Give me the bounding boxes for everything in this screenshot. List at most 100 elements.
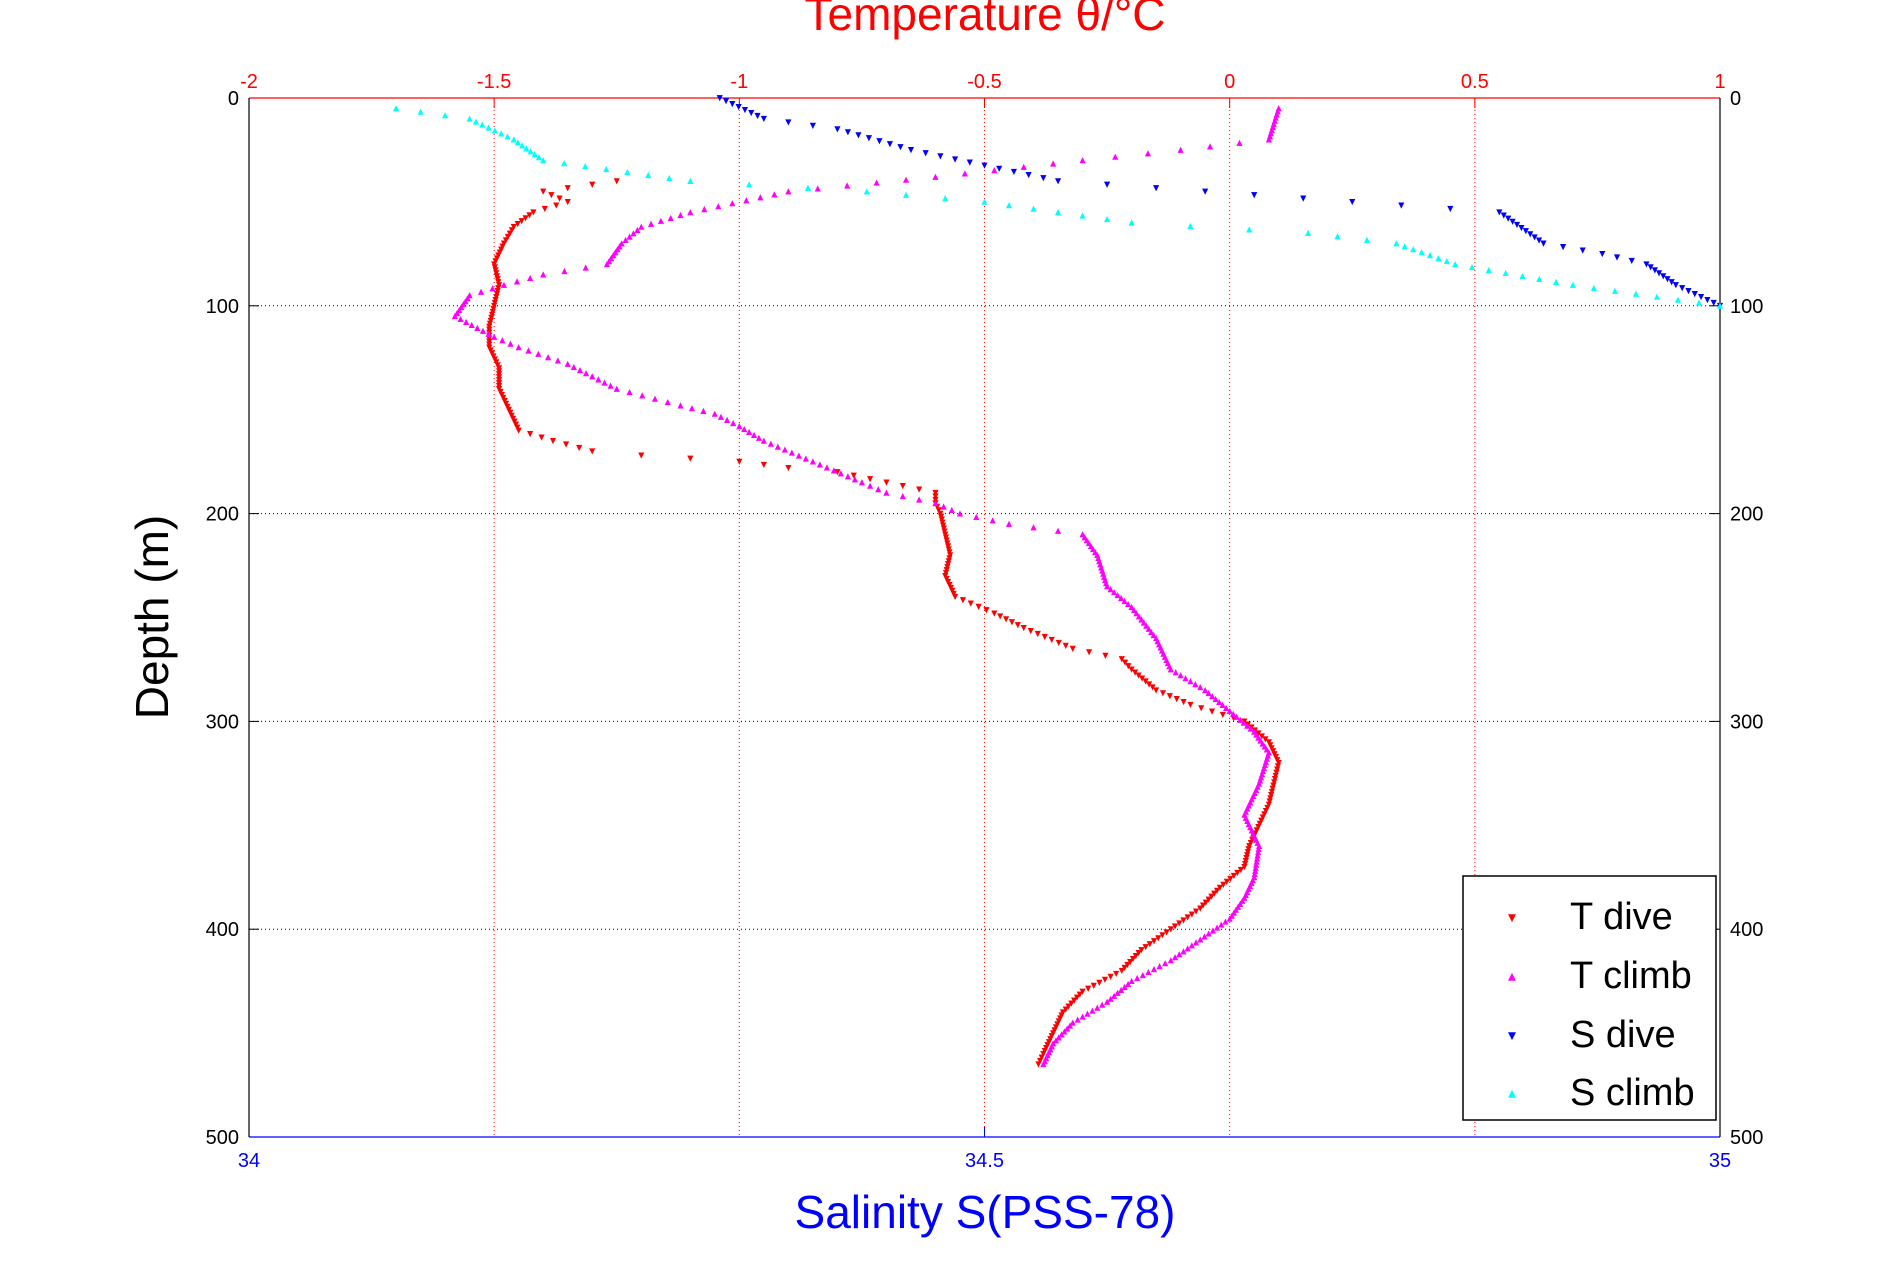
- data-point: [1244, 852, 1251, 859]
- data-point: [1209, 692, 1216, 700]
- data-point: [760, 115, 767, 123]
- data-point: [1085, 985, 1092, 992]
- data-point: [1205, 689, 1212, 697]
- data-point: [493, 293, 500, 301]
- data-point: [1034, 630, 1041, 638]
- data-point: [1153, 185, 1160, 192]
- data-point: [1057, 1015, 1064, 1022]
- data-point: [498, 130, 505, 137]
- data-point: [886, 141, 894, 148]
- data-point: [1674, 296, 1682, 303]
- data-point: [486, 341, 493, 348]
- data-point: [1177, 672, 1184, 679]
- data-point: [942, 573, 949, 580]
- data-point: [1262, 736, 1269, 743]
- data-point: [991, 167, 998, 174]
- data-point: [950, 590, 957, 598]
- data-point: [495, 282, 503, 289]
- data-point: [1273, 769, 1280, 776]
- data-point: [1447, 205, 1454, 213]
- data-point: [1051, 1027, 1058, 1034]
- data-point: [1089, 545, 1097, 553]
- data-point: [463, 318, 470, 326]
- right-tick-label: 200: [1730, 504, 1763, 526]
- data-point: [1393, 240, 1400, 247]
- data-point: [1055, 639, 1062, 647]
- data-point: [1540, 240, 1547, 247]
- data-point: [538, 434, 545, 441]
- left-tick-label: 0: [228, 88, 239, 110]
- data-point: [511, 418, 518, 425]
- data-point: [501, 397, 508, 405]
- data-point: [1114, 989, 1121, 996]
- data-point: [951, 156, 959, 163]
- data-point: [1118, 986, 1125, 993]
- data-point: [932, 493, 939, 500]
- data-point: [1187, 701, 1194, 709]
- data-point: [1691, 291, 1698, 298]
- data-point: [804, 184, 812, 191]
- data-point: [1579, 247, 1586, 254]
- data-point: [1263, 746, 1270, 753]
- data-point: [1167, 957, 1174, 964]
- data-point: [1220, 881, 1227, 888]
- data-point: [589, 181, 596, 188]
- data-point: [1241, 860, 1249, 868]
- data-point: [1139, 675, 1146, 682]
- data-point: [499, 243, 506, 250]
- data-point: [1182, 675, 1189, 682]
- data-point: [1209, 927, 1216, 934]
- data-point: [966, 159, 973, 166]
- data-point: [1092, 548, 1099, 556]
- data-point: [1084, 1010, 1091, 1017]
- legend-label-s-climb: S climb: [1570, 1072, 1695, 1114]
- data-point: [1040, 1050, 1047, 1058]
- data-point: [1212, 695, 1219, 703]
- data-point: [1255, 823, 1262, 831]
- data-point: [494, 288, 501, 295]
- data-point: [1245, 846, 1252, 853]
- data-point: [1076, 991, 1083, 998]
- data-point: [603, 260, 611, 268]
- data-point: [651, 395, 659, 402]
- data-point: [556, 195, 563, 202]
- left-tick-label: 100: [206, 296, 239, 318]
- data-point: [479, 121, 486, 128]
- data-point: [1664, 276, 1671, 283]
- data-point: [981, 198, 988, 205]
- data-point: [947, 552, 954, 559]
- data-point: [1130, 606, 1138, 614]
- data-point: [942, 195, 949, 202]
- data-point: [771, 191, 778, 198]
- bottom-tick-label: 34.5: [965, 1150, 1004, 1172]
- data-point: [959, 597, 967, 604]
- data-point: [863, 188, 870, 195]
- data-point: [944, 561, 952, 568]
- data-point: [508, 227, 515, 234]
- data-point: [1213, 887, 1221, 894]
- data-point: [1047, 1036, 1054, 1043]
- data-point: [1142, 944, 1149, 951]
- data-point: [1274, 766, 1281, 773]
- data-point: [1261, 811, 1268, 818]
- data-point: [1146, 941, 1153, 948]
- data-point: [1071, 997, 1078, 1004]
- data-point: [938, 516, 945, 523]
- data-point: [1205, 930, 1212, 937]
- data-point: [944, 578, 952, 586]
- data-point: [518, 218, 525, 225]
- data-point: [844, 473, 851, 480]
- data-point: [464, 295, 471, 302]
- data-point: [916, 486, 923, 493]
- data-point: [451, 312, 459, 320]
- data-point: [1410, 246, 1417, 253]
- data-point: [1184, 914, 1191, 921]
- data-point: [1035, 1061, 1042, 1068]
- data-point: [488, 314, 495, 321]
- data-point: [1150, 631, 1157, 639]
- data-point: [1216, 884, 1223, 891]
- data-point: [1129, 955, 1137, 963]
- legend-marker: [1508, 972, 1516, 981]
- data-point: [478, 288, 485, 295]
- data-point: [1166, 693, 1173, 700]
